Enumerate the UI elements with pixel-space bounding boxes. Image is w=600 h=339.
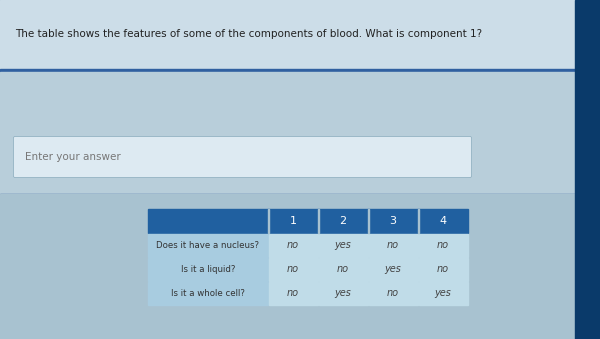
Text: Does it have a nucleus?: Does it have a nucleus?	[157, 241, 260, 250]
Bar	[268, 209, 318, 233]
Bar	[318, 209, 319, 233]
Bar	[0, 72, 575, 194]
Bar	[0, 69, 575, 73]
Bar	[269, 234, 318, 257]
Text: no: no	[437, 240, 449, 251]
Bar	[269, 258, 318, 281]
Text: 1: 1	[290, 216, 296, 226]
Bar	[419, 258, 468, 281]
Bar	[418, 209, 419, 233]
Bar	[0, 194, 575, 198]
Text: 3: 3	[389, 216, 397, 226]
Bar	[319, 234, 368, 257]
Bar	[419, 234, 468, 257]
Bar	[148, 209, 268, 233]
Bar	[369, 258, 418, 281]
Bar	[368, 209, 418, 233]
Bar	[369, 234, 418, 257]
Bar	[368, 209, 369, 233]
Text: no: no	[387, 288, 399, 299]
Bar	[268, 209, 269, 233]
Bar	[575, 0, 600, 339]
Bar	[269, 282, 318, 305]
Text: The table shows the features of some of the components of blood. What is compone: The table shows the features of some of …	[15, 29, 482, 39]
Text: yes: yes	[385, 264, 401, 275]
Text: no: no	[337, 264, 349, 275]
Bar	[0, 194, 575, 339]
Bar	[148, 282, 268, 305]
Bar	[369, 282, 418, 305]
Bar	[0, 0, 575, 69]
Bar	[148, 258, 268, 281]
Text: no: no	[287, 288, 299, 299]
Bar	[318, 209, 368, 233]
Text: no: no	[287, 264, 299, 275]
Bar	[319, 258, 368, 281]
Text: yes: yes	[335, 240, 352, 251]
FancyBboxPatch shape	[14, 137, 472, 178]
Text: 4: 4	[439, 216, 446, 226]
Text: yes: yes	[434, 288, 451, 299]
Bar	[418, 209, 468, 233]
Bar	[319, 282, 368, 305]
Text: Is it a liquid?: Is it a liquid?	[181, 265, 235, 274]
Bar	[148, 234, 268, 257]
Text: no: no	[287, 240, 299, 251]
Text: yes: yes	[335, 288, 352, 299]
Text: Enter your answer: Enter your answer	[25, 152, 121, 162]
Text: no: no	[437, 264, 449, 275]
Text: 2: 2	[340, 216, 347, 226]
Bar	[419, 282, 468, 305]
Text: no: no	[387, 240, 399, 251]
Text: Is it a whole cell?: Is it a whole cell?	[171, 289, 245, 298]
